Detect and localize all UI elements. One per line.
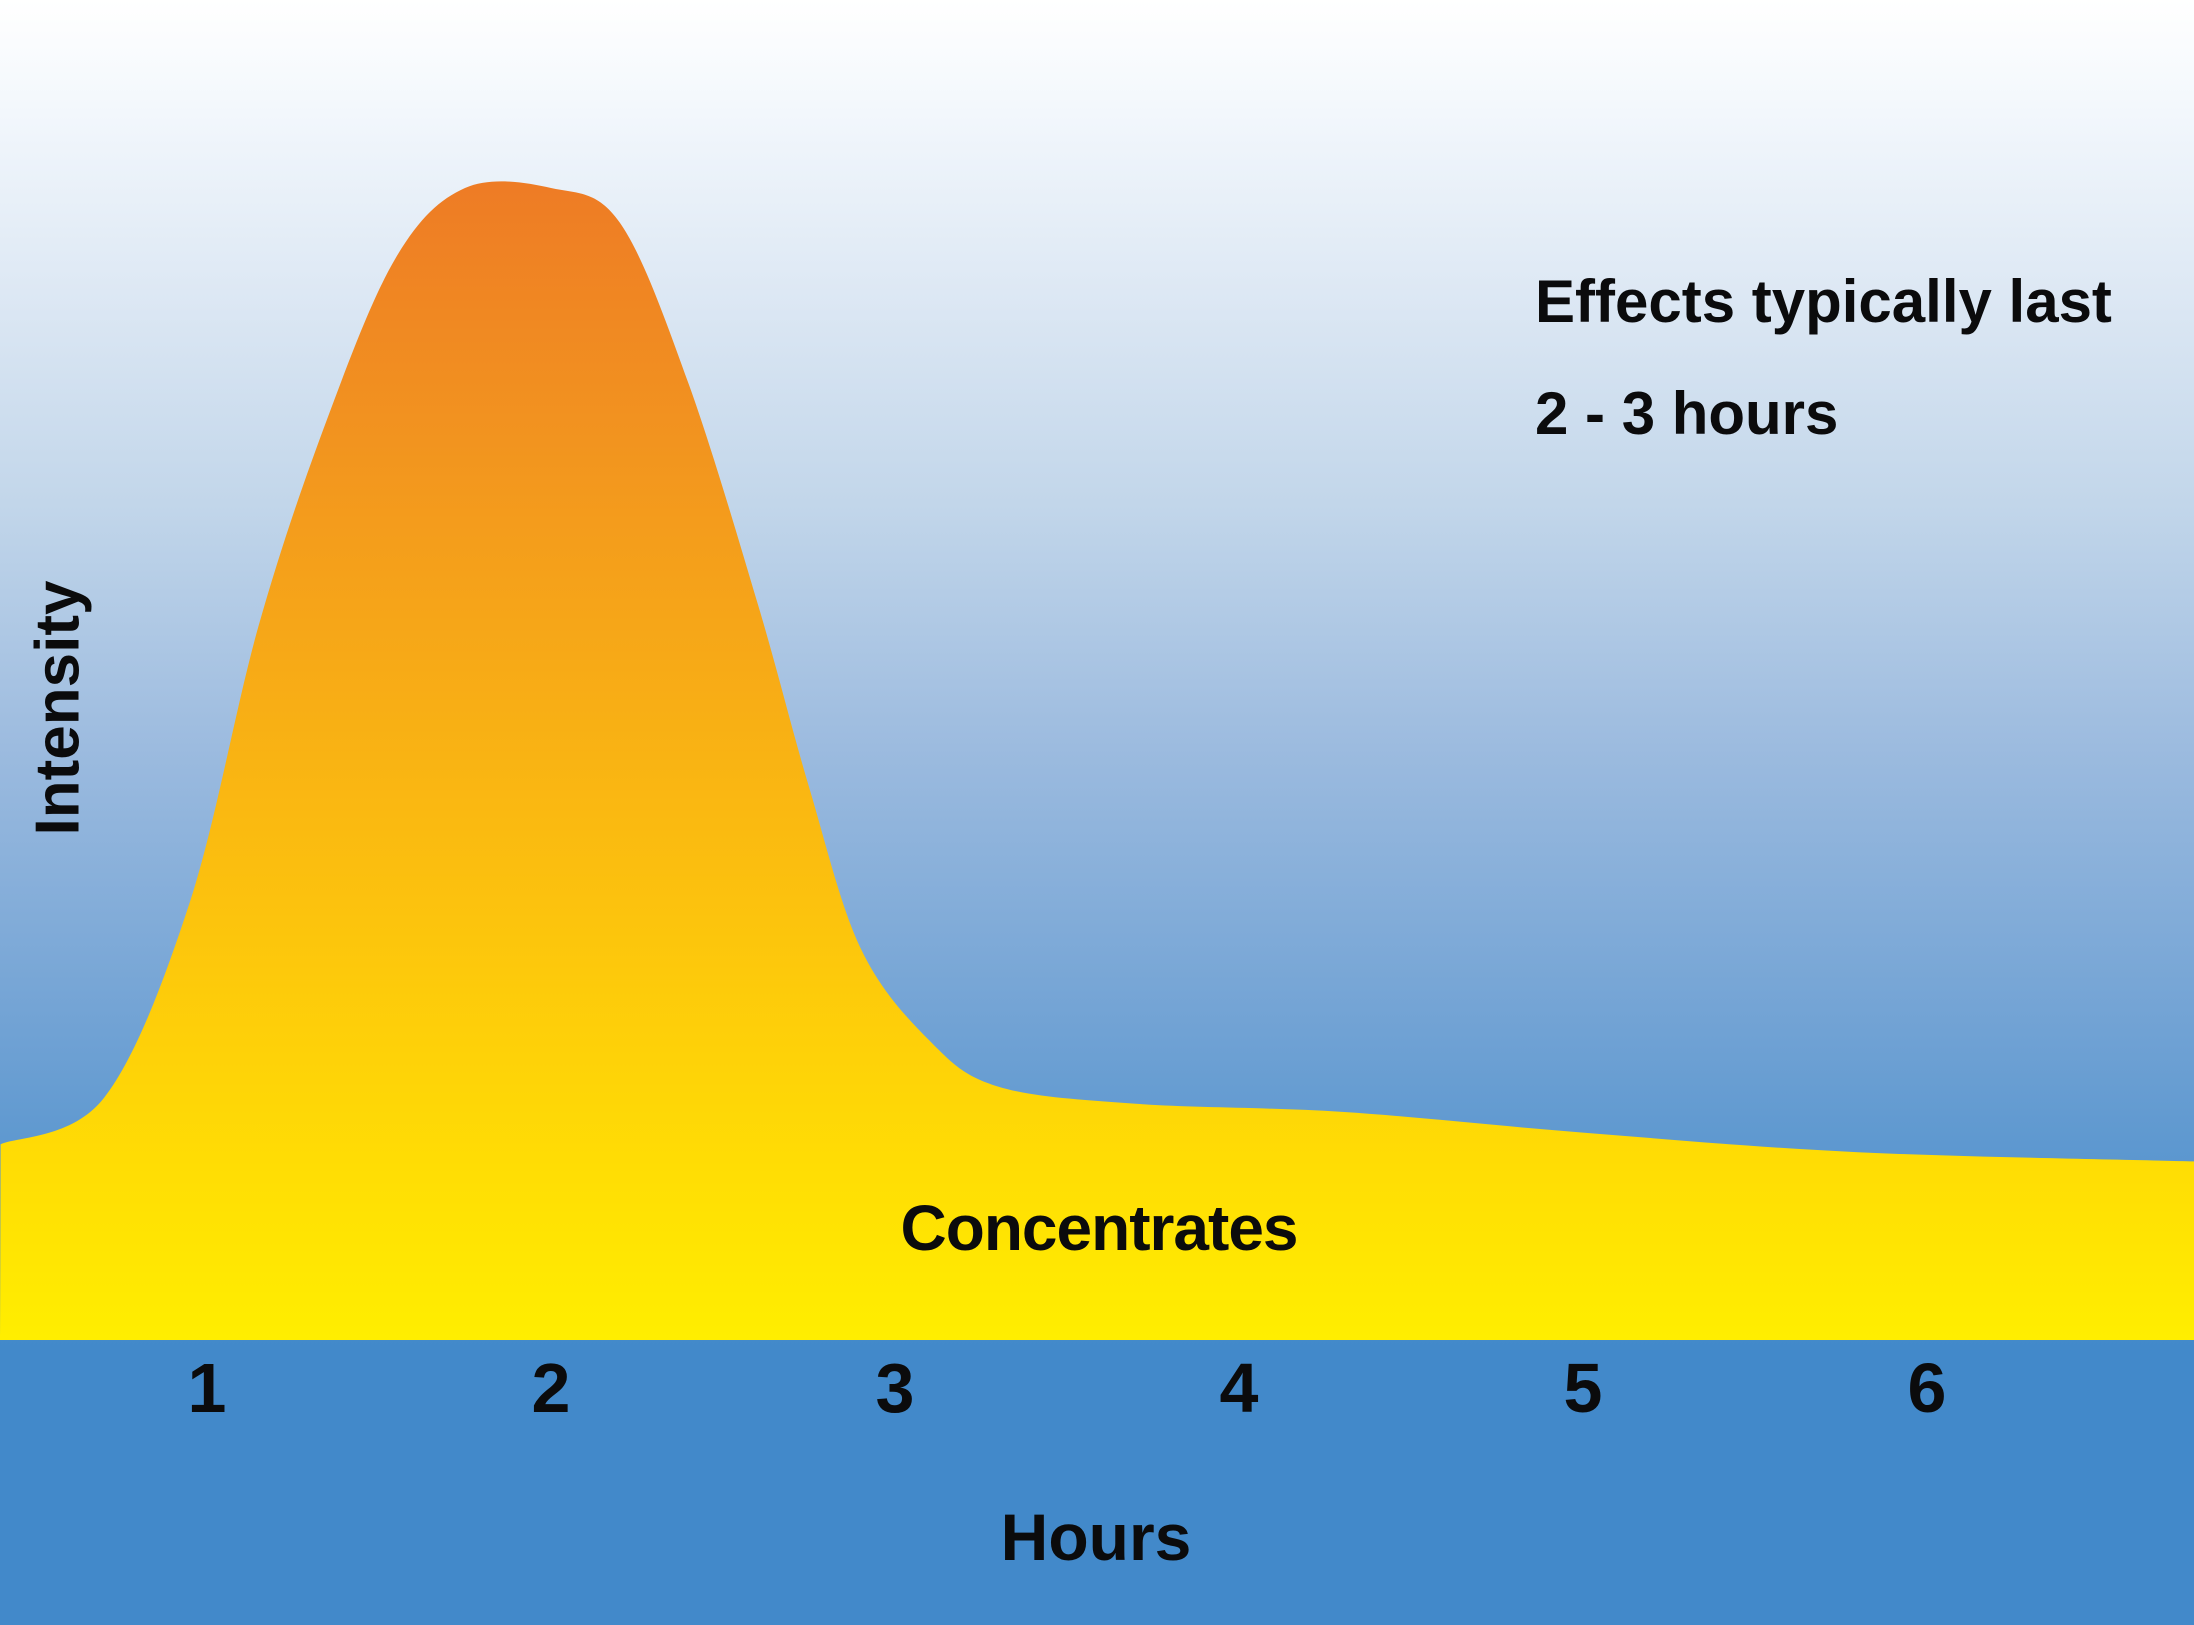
x-tick-label-1: 1 (187, 1349, 227, 1427)
x-tick-label-4: 4 (1219, 1349, 1259, 1427)
annotation-line-1: Effects typically last (1535, 268, 2112, 335)
annotation-effects-duration: Effects typically last 2 - 3 hours (1535, 246, 2112, 470)
x-tick-label-6: 6 (1907, 1349, 1947, 1427)
x-tick-label-5: 5 (1563, 1349, 1603, 1427)
annotation-line-2: 2 - 3 hours (1535, 380, 1839, 447)
x-axis-label-hours: Hours (1000, 1500, 1192, 1574)
x-tick-label-2: 2 (531, 1349, 571, 1427)
x-tick-label-3: 3 (875, 1349, 915, 1427)
y-axis-label-intensity: Intensity (23, 580, 93, 836)
series-label-concentrates: Concentrates (900, 1192, 1299, 1264)
concentrates-area (0, 181, 2194, 1341)
